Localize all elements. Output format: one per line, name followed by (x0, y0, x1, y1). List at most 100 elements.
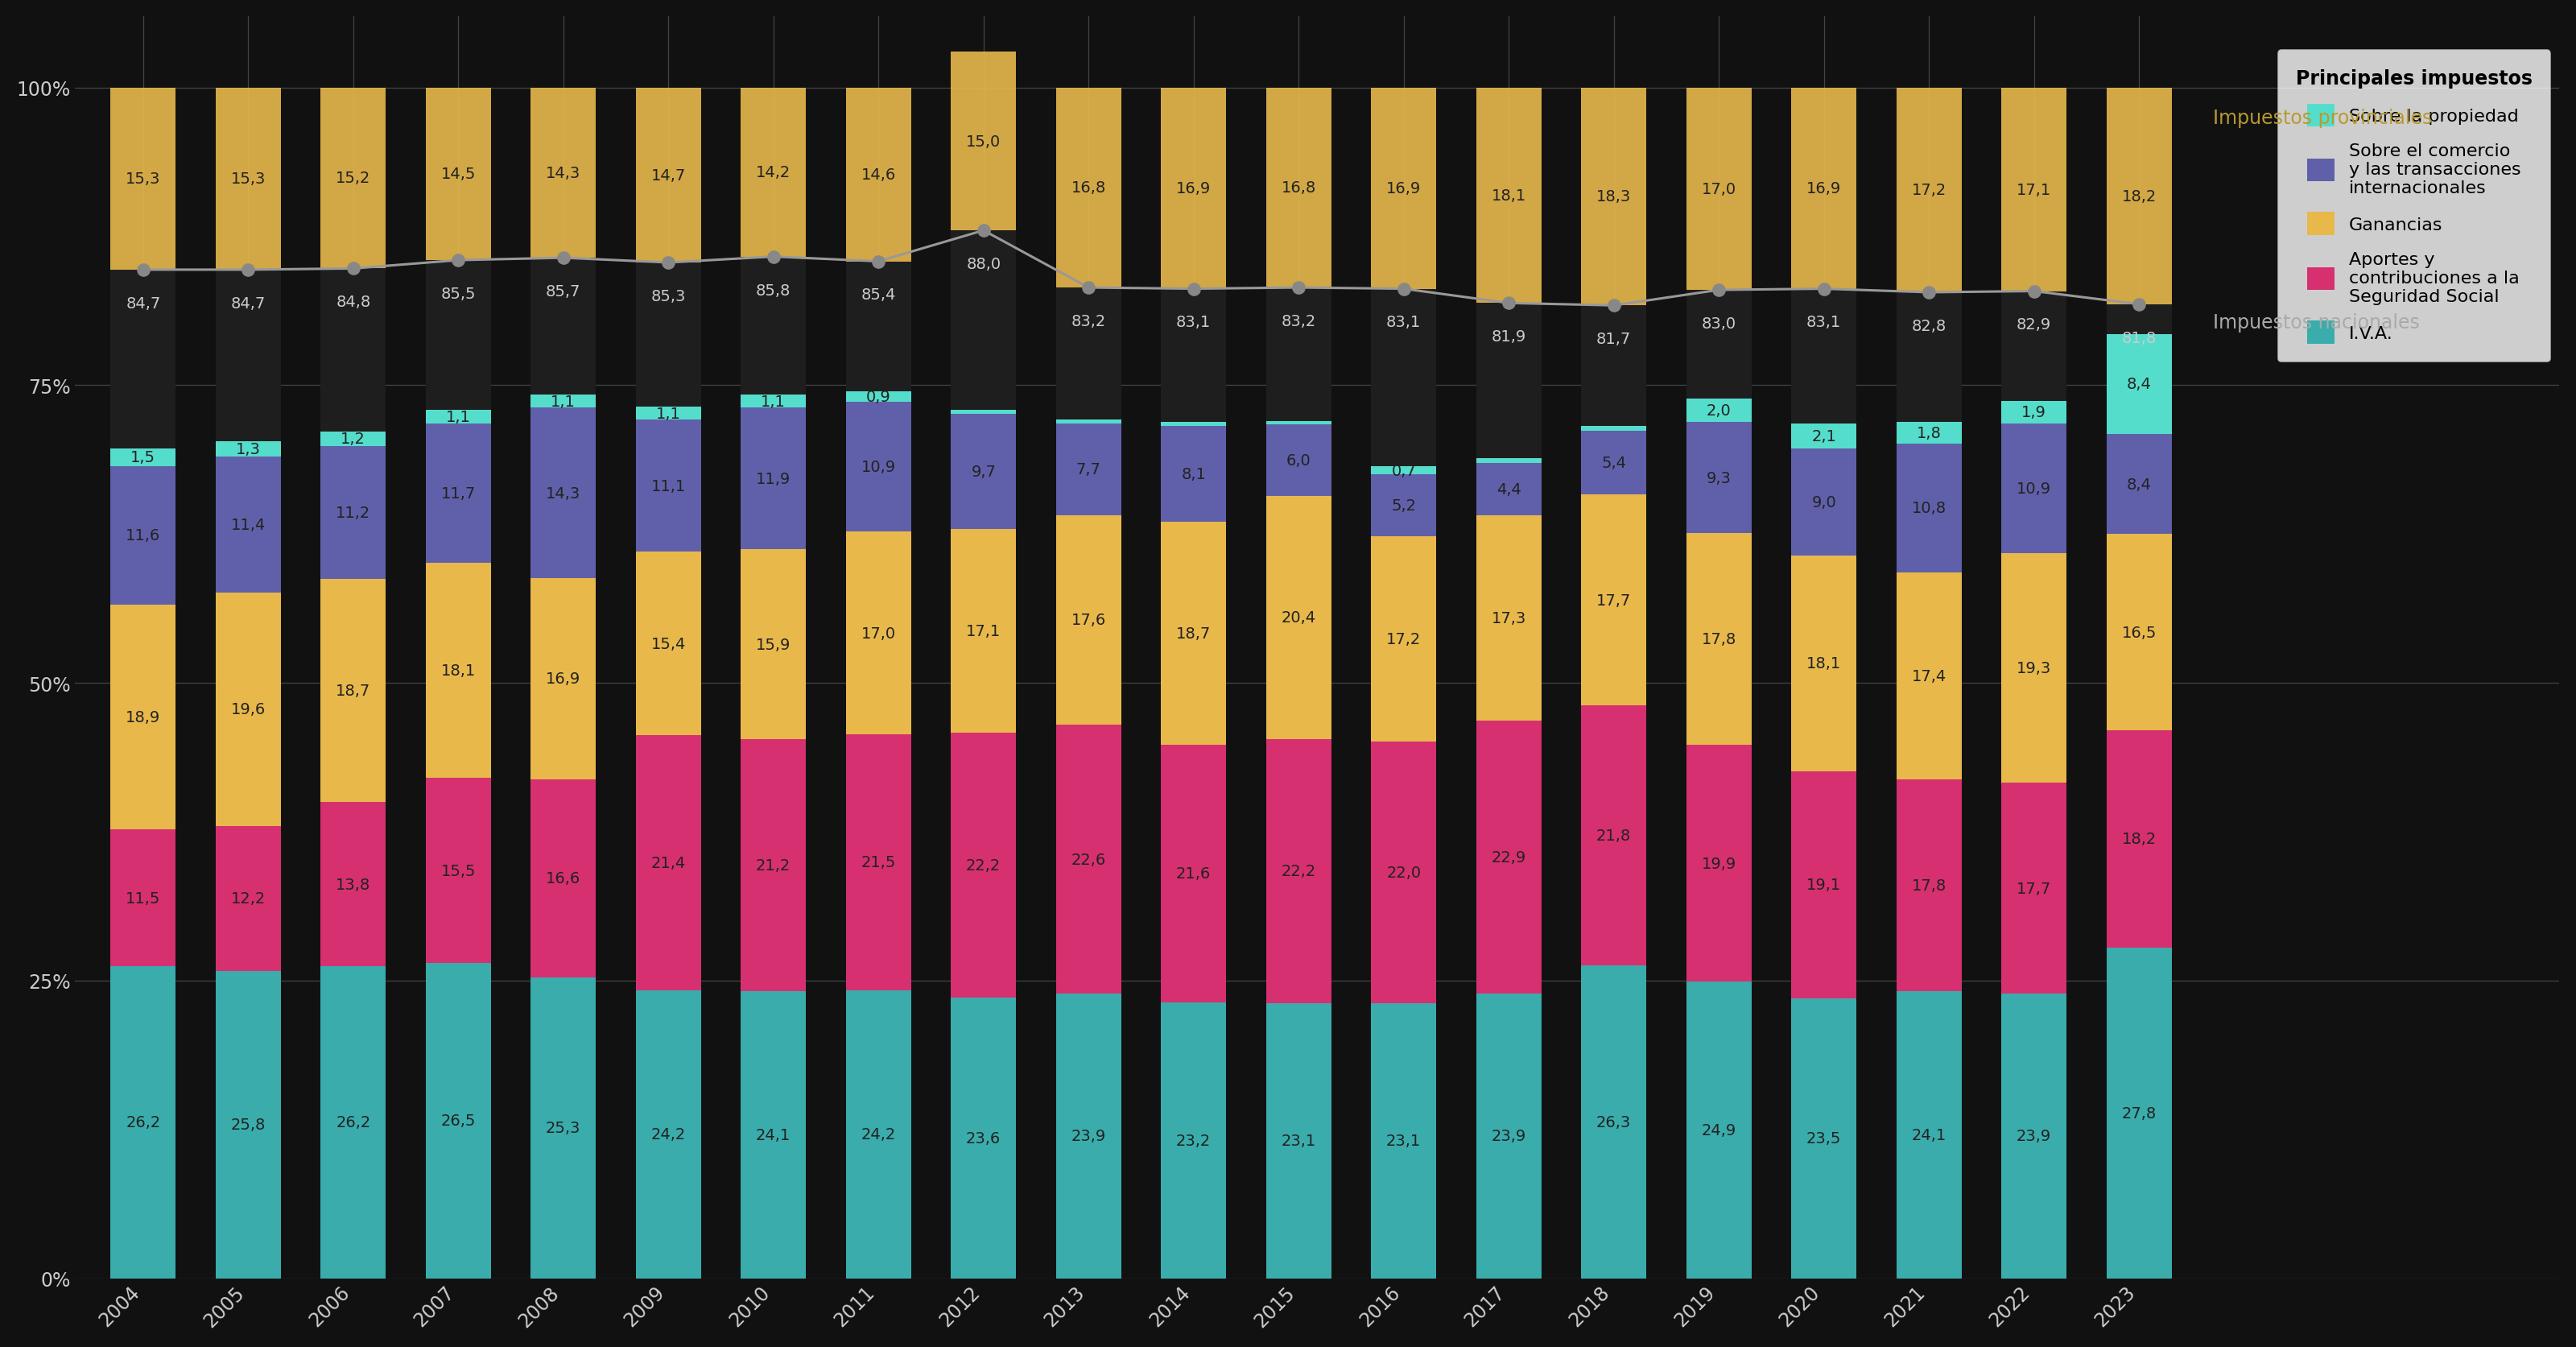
Text: 17,0: 17,0 (860, 625, 896, 641)
Bar (845, 403, 912, 532)
Text: 1,8: 1,8 (1917, 426, 1942, 440)
Text: 11,2: 11,2 (335, 505, 371, 521)
Text: 21,4: 21,4 (652, 855, 685, 870)
Bar (742, 740, 806, 991)
Bar (636, 263, 701, 407)
Text: 11,4: 11,4 (232, 517, 265, 532)
Bar (2107, 334, 2172, 435)
Bar (1790, 556, 1857, 772)
Bar (1476, 458, 1540, 463)
Text: 83,0: 83,0 (1703, 317, 1736, 331)
Bar (951, 415, 1015, 529)
Bar (636, 735, 701, 990)
Text: 16,6: 16,6 (546, 870, 580, 886)
Bar (531, 408, 595, 579)
Text: 7,7: 7,7 (1077, 462, 1100, 477)
Text: 83,1: 83,1 (1386, 315, 1422, 330)
Text: 16,5: 16,5 (2123, 625, 2156, 640)
Bar (1370, 742, 1437, 1004)
Text: 8,4: 8,4 (2128, 377, 2151, 392)
Bar (425, 963, 492, 1278)
Bar (845, 261, 912, 392)
Bar (1896, 88, 1960, 292)
Text: 13,8: 13,8 (335, 877, 371, 892)
Bar (1896, 292, 1960, 423)
Text: 11,6: 11,6 (126, 528, 160, 543)
Text: 81,7: 81,7 (1597, 331, 1631, 348)
Bar (319, 269, 386, 432)
Bar (2002, 292, 2066, 401)
Bar (216, 442, 281, 457)
Bar (1582, 496, 1646, 706)
Bar (2107, 535, 2172, 731)
Text: 84,7: 84,7 (232, 296, 265, 311)
Text: 15,3: 15,3 (126, 171, 160, 187)
Text: 10,9: 10,9 (2017, 481, 2050, 496)
Text: 17,8: 17,8 (1700, 632, 1736, 647)
Bar (1370, 537, 1437, 742)
Text: 11,9: 11,9 (755, 471, 791, 486)
Bar (319, 432, 386, 446)
Bar (319, 88, 386, 269)
Text: 83,1: 83,1 (1177, 315, 1211, 330)
Bar (531, 780, 595, 978)
Text: 22,2: 22,2 (1280, 863, 1316, 880)
Text: 17,0: 17,0 (1703, 182, 1736, 197)
Text: 10,9: 10,9 (860, 459, 896, 475)
Bar (531, 88, 595, 259)
Bar (2002, 88, 2066, 292)
Bar (1162, 88, 1226, 290)
Bar (742, 991, 806, 1278)
Bar (319, 579, 386, 803)
Bar (951, 529, 1015, 733)
Bar (1265, 288, 1332, 422)
Text: 18,1: 18,1 (1492, 189, 1525, 203)
Text: 83,1: 83,1 (1806, 315, 1842, 330)
Bar (1476, 722, 1540, 994)
Bar (1896, 423, 1960, 445)
Text: 85,4: 85,4 (860, 288, 896, 303)
Text: 82,9: 82,9 (2017, 318, 2050, 333)
Text: 14,6: 14,6 (860, 167, 896, 183)
Bar (1476, 516, 1540, 722)
Bar (636, 407, 701, 420)
Bar (636, 990, 701, 1278)
Text: 27,8: 27,8 (2123, 1106, 2156, 1121)
Text: 23,6: 23,6 (966, 1130, 1002, 1145)
Bar (1370, 466, 1437, 475)
Bar (845, 392, 912, 403)
Bar (1056, 288, 1121, 420)
Bar (1790, 290, 1857, 424)
Text: 15,5: 15,5 (440, 863, 477, 878)
Text: 24,1: 24,1 (1911, 1127, 1947, 1142)
Bar (425, 88, 492, 261)
Text: 17,8: 17,8 (1911, 878, 1947, 893)
Text: 17,7: 17,7 (2017, 881, 2050, 896)
Text: 1,1: 1,1 (760, 395, 786, 409)
Text: 25,8: 25,8 (232, 1117, 265, 1133)
Bar (111, 466, 175, 605)
Bar (1687, 745, 1752, 982)
Bar (1790, 449, 1857, 556)
Text: 15,4: 15,4 (652, 636, 685, 652)
Text: 20,4: 20,4 (1280, 610, 1316, 625)
Text: 18,7: 18,7 (335, 683, 371, 699)
Bar (1790, 772, 1857, 998)
Bar (1896, 991, 1960, 1278)
Bar (1162, 523, 1226, 745)
Bar (1582, 426, 1646, 431)
Text: 12,2: 12,2 (232, 892, 265, 907)
Bar (1476, 463, 1540, 516)
Bar (1265, 1004, 1332, 1278)
Text: 1,9: 1,9 (2022, 405, 2045, 420)
Text: 16,8: 16,8 (1072, 180, 1105, 195)
Bar (1370, 475, 1437, 537)
Text: 8,4: 8,4 (2128, 477, 2151, 492)
Bar (1265, 426, 1332, 497)
Bar (1790, 998, 1857, 1278)
Bar (216, 593, 281, 826)
Bar (2002, 554, 2066, 783)
Bar (951, 733, 1015, 998)
Bar (531, 259, 595, 395)
Text: 8,1: 8,1 (1182, 467, 1206, 482)
